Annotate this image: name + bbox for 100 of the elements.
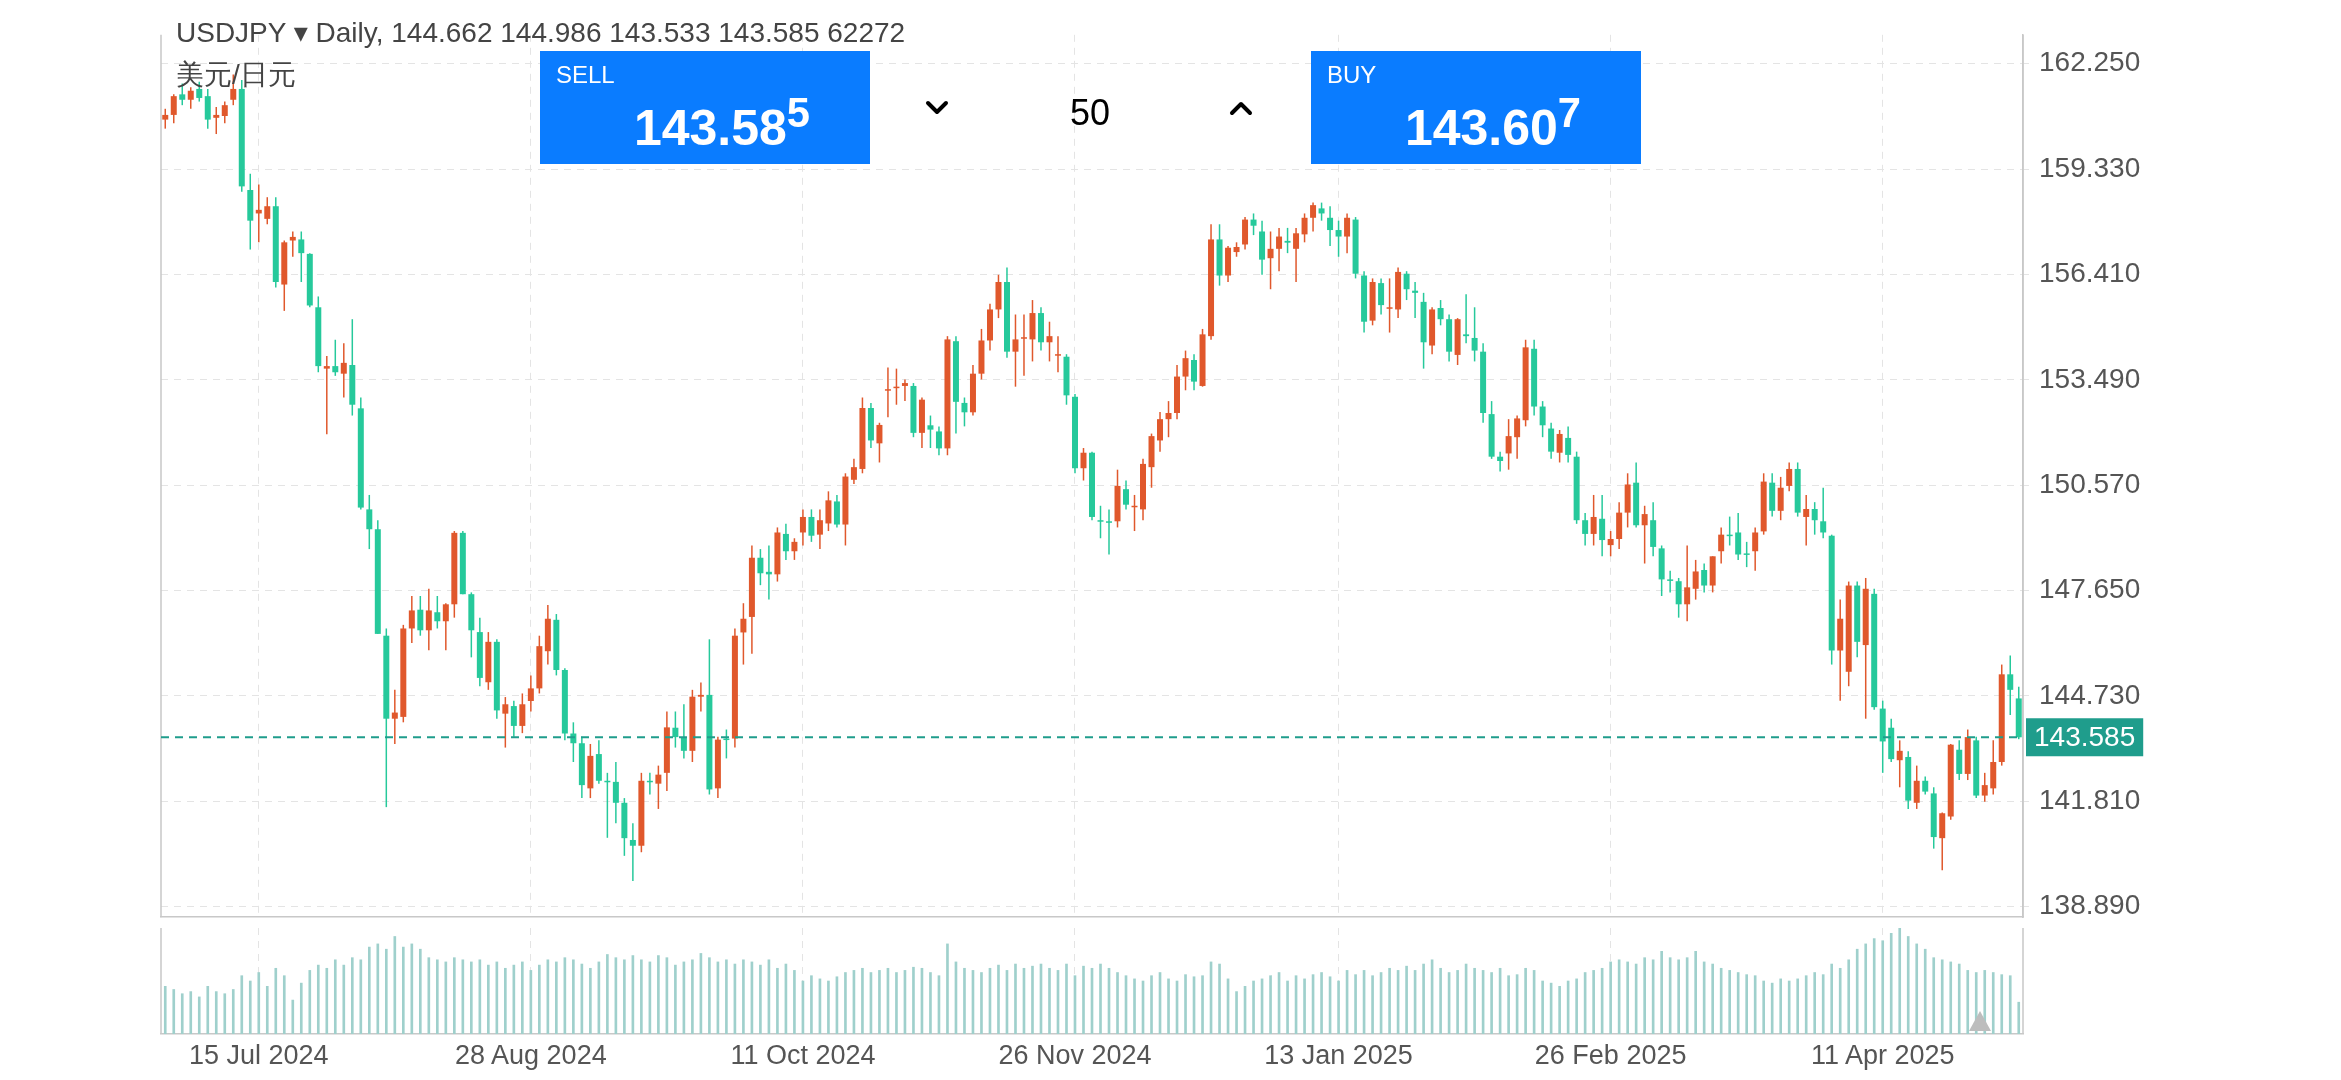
candlestick xyxy=(816,508,823,550)
bar xyxy=(453,957,456,1034)
bar xyxy=(793,970,796,1034)
y-tick-label: 159.330 xyxy=(2039,151,2141,183)
bar xyxy=(1354,974,1357,1034)
bar xyxy=(555,961,558,1034)
candlestick xyxy=(2007,654,2014,716)
bar xyxy=(172,989,176,1034)
candlestick xyxy=(1020,313,1027,377)
bar xyxy=(1745,974,1749,1034)
bar xyxy=(1082,965,1085,1034)
candlestick xyxy=(961,396,968,428)
candlestick xyxy=(391,689,398,745)
bar xyxy=(776,967,779,1034)
bar xyxy=(895,972,898,1034)
candlestick xyxy=(1463,293,1470,345)
candlestick xyxy=(187,86,194,110)
bar xyxy=(1286,980,1289,1034)
candlestick xyxy=(323,355,330,436)
bar xyxy=(1821,974,1825,1034)
bar xyxy=(1048,967,1051,1034)
bar xyxy=(1201,975,1204,1034)
candlestick xyxy=(408,595,415,644)
x-tick-label: 28 Aug 2024 xyxy=(455,1039,607,1070)
chart-title: USDJPY ▾ Daily, 144.662 144.986 143.533 143.585 62272 xyxy=(176,16,906,49)
candlestick xyxy=(782,523,789,561)
candlestick xyxy=(680,703,687,760)
candlestick xyxy=(340,342,347,399)
x-tick-label: 15 Jul 2024 xyxy=(188,1039,329,1070)
bar xyxy=(223,993,227,1034)
candlestick xyxy=(1981,772,1988,803)
candlestick xyxy=(808,508,815,543)
candlestick xyxy=(366,494,373,550)
bar xyxy=(487,964,490,1034)
bar xyxy=(1677,959,1680,1034)
bar xyxy=(1881,940,1885,1034)
candlestick xyxy=(434,595,441,630)
candlestick xyxy=(1386,277,1393,334)
bar xyxy=(444,961,448,1034)
candlestick xyxy=(1327,205,1334,247)
candlestick xyxy=(1471,306,1478,363)
candlestick xyxy=(1599,494,1606,558)
candlestick xyxy=(170,93,177,124)
bar xyxy=(410,943,414,1034)
x-tick-label: 26 Nov 2024 xyxy=(998,1039,1152,1070)
bar xyxy=(810,975,813,1034)
bar xyxy=(1269,975,1272,1034)
bar xyxy=(1915,943,1919,1034)
annotation: 143.60$^{7}$ xyxy=(1404,89,1581,157)
bar xyxy=(1660,950,1663,1034)
bar xyxy=(980,972,983,1034)
bar xyxy=(1991,972,1995,1034)
candlestick xyxy=(1318,201,1325,222)
bar xyxy=(1252,980,1255,1034)
candlestick xyxy=(1335,219,1342,258)
bar xyxy=(759,964,762,1034)
candlestick xyxy=(332,339,339,377)
bar xyxy=(1872,938,1876,1034)
bar xyxy=(427,957,431,1034)
bar xyxy=(1889,932,1893,1034)
bar xyxy=(2008,975,2012,1034)
bar xyxy=(572,959,575,1034)
bar xyxy=(997,964,1000,1034)
bar xyxy=(1099,963,1102,1034)
candlestick xyxy=(1250,212,1257,236)
bar xyxy=(1150,975,1153,1034)
bar xyxy=(1728,970,1731,1034)
annotation: 143.58$^{5}$ xyxy=(633,89,810,157)
bar xyxy=(350,957,354,1034)
candlestick xyxy=(1284,227,1291,254)
bar xyxy=(657,955,660,1034)
candlestick xyxy=(1820,486,1827,540)
bar xyxy=(393,936,397,1034)
bar xyxy=(1575,978,1578,1034)
candlestick xyxy=(213,106,220,135)
candlestick xyxy=(1437,299,1444,327)
candlestick xyxy=(1046,320,1053,363)
candlestick xyxy=(833,494,840,529)
bar xyxy=(1558,985,1561,1034)
bar xyxy=(197,996,201,1034)
bar xyxy=(1753,975,1757,1034)
bar xyxy=(742,959,745,1034)
y-tick-label: 138.890 xyxy=(2039,889,2141,921)
bar xyxy=(606,954,609,1034)
candlestick xyxy=(1556,429,1563,464)
bar xyxy=(435,959,439,1034)
bar xyxy=(359,959,363,1034)
bar xyxy=(1167,978,1170,1034)
bar xyxy=(1643,957,1646,1034)
candlestick xyxy=(1514,414,1521,460)
bar xyxy=(861,967,864,1034)
candlestick xyxy=(1641,505,1648,565)
bar xyxy=(2017,1001,2021,1034)
candlestick xyxy=(1777,476,1784,521)
bar xyxy=(878,970,881,1034)
candlestick xyxy=(442,602,449,651)
candlestick xyxy=(697,681,704,713)
candlestick xyxy=(1165,400,1172,438)
y-tick-label: 156.410 xyxy=(2039,257,2141,289)
bar xyxy=(1065,963,1068,1034)
